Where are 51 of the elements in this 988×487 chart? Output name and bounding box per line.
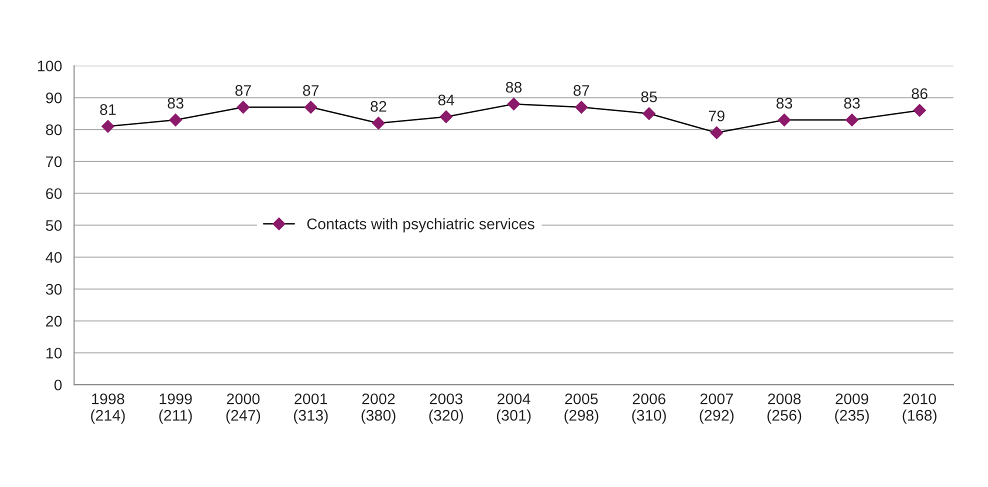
- x-tick-label: 2001 (313): [294, 393, 328, 424]
- point: [372, 116, 385, 130]
- data-label: 83: [776, 98, 792, 109]
- data-label: 79: [708, 110, 724, 122]
- data-label: 84: [438, 94, 454, 106]
- x-tick-label: 2009 (235): [835, 393, 869, 424]
- point: [913, 104, 926, 117]
- x-tick-label: 1998 (214): [91, 393, 125, 424]
- x-tick-label: 2010 (168): [902, 393, 936, 424]
- point: [102, 120, 114, 133]
- y-tick-label: 10: [46, 348, 62, 359]
- point: [507, 98, 520, 110]
- x-tick-label: 2007 (292): [700, 393, 734, 424]
- data-label: 82: [370, 100, 386, 112]
- data-label: 88: [506, 82, 522, 93]
- y-tick-label: 90: [46, 92, 62, 104]
- x-tick-label: 2002 (380): [362, 393, 396, 424]
- data-label: 81: [100, 104, 116, 115]
- x-tick-label: 2000 (247): [226, 393, 260, 424]
- y-tick-label: 100: [38, 60, 62, 72]
- y-tick-label: 20: [46, 316, 62, 327]
- point: [846, 114, 858, 126]
- point: [169, 114, 182, 126]
- data-label: 86: [912, 88, 928, 100]
- legend-label: Contacts with psychiatric services: [307, 218, 534, 232]
- data-label: 87: [574, 85, 590, 96]
- data-label: 85: [641, 91, 657, 102]
- y-tick-label: 70: [46, 156, 62, 168]
- point: [574, 100, 588, 114]
- data-label: 87: [303, 85, 319, 96]
- x-tick-label: 2008 (256): [767, 393, 802, 424]
- y-tick-label: 60: [46, 188, 62, 200]
- x-tick-label: 1999 (211): [159, 393, 192, 424]
- data-label: 83: [168, 98, 184, 109]
- y-tick-label: 0: [54, 380, 62, 390]
- data-label: 87: [235, 85, 251, 96]
- point: [642, 107, 656, 120]
- y-tick-label: 50: [46, 220, 62, 231]
- x-tick-label: 2003 (320): [429, 393, 464, 424]
- point: [304, 100, 318, 114]
- point: [236, 100, 250, 114]
- point: [710, 126, 724, 140]
- point: [778, 114, 791, 126]
- x-tick-label: 2005 (298): [564, 393, 598, 424]
- y-tick-label: 80: [46, 124, 62, 136]
- x-tick-label: 2004 (301): [496, 393, 531, 424]
- data-label: 83: [844, 98, 860, 109]
- y-tick-label: 30: [46, 284, 62, 295]
- x-tick-label: 2006 (310): [632, 393, 666, 424]
- y-tick-label: 40: [46, 252, 62, 263]
- point: [440, 110, 453, 124]
